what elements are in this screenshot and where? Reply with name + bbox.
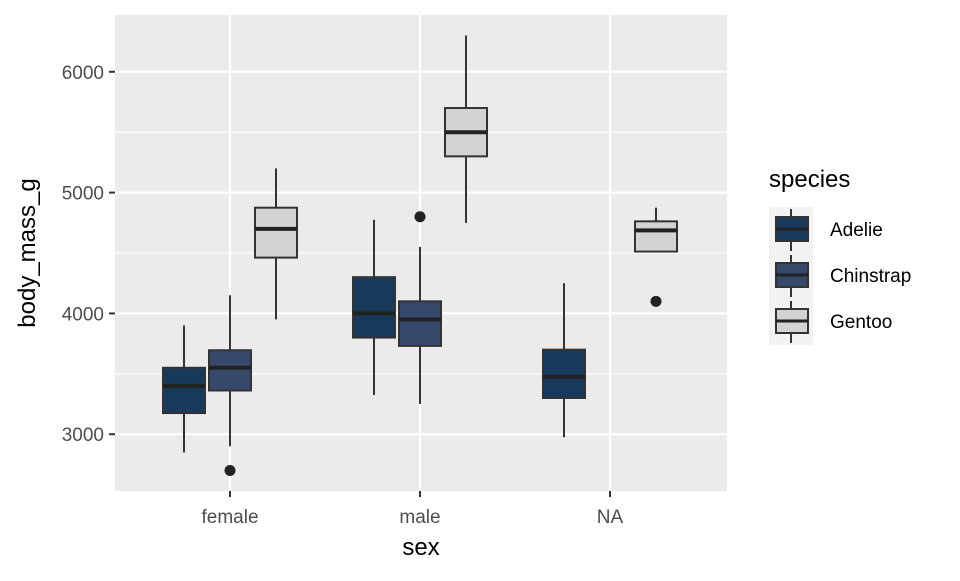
box-body <box>398 300 442 347</box>
boxes <box>162 35 678 476</box>
y-tick-label: 3000 <box>62 425 104 446</box>
y-tick-label: 5000 <box>62 184 104 205</box>
box-body <box>208 349 252 392</box>
box-body <box>254 206 298 259</box>
y-axis-title: body_mass_g <box>14 178 41 327</box>
box-female-gentoo <box>254 168 298 320</box>
box-NA-adelie <box>542 283 586 438</box>
box-body <box>542 348 586 399</box>
y-tick-label: 6000 <box>62 63 104 84</box>
box-male-chinstrap <box>398 211 442 405</box>
legend-entry-chinstrap: Chinstrap <box>775 255 911 297</box>
legend-title: species <box>769 166 850 193</box>
box-NA-gentoo <box>634 207 678 307</box>
box-male-adelie <box>352 219 396 395</box>
box-body <box>634 220 678 253</box>
box-body <box>162 366 206 415</box>
box-male-gentoo <box>444 35 488 223</box>
x-tick-label: NA <box>597 507 624 528</box>
box-female-adelie <box>162 325 206 453</box>
legend-entry-gentoo: Gentoo <box>775 301 892 343</box>
legend-label: Chinstrap <box>830 266 911 287</box>
outlier-point <box>414 211 426 223</box>
legend-label: Adelie <box>830 220 883 241</box>
grid-major <box>115 15 727 491</box>
y-tick-label: 4000 <box>62 304 104 325</box>
box-female-chinstrap <box>208 295 252 476</box>
box-body <box>352 276 396 339</box>
x-axis: female male NA <box>201 491 624 528</box>
outlier-point <box>650 295 662 307</box>
x-tick-label: female <box>201 507 258 528</box>
outlier-point <box>224 464 236 476</box>
x-axis-title: sex <box>402 534 439 561</box>
x-tick-label: male <box>399 507 440 528</box>
legend: species Adelie Chinstrap Gentoo <box>769 166 911 345</box>
legend-entry-adelie: Adelie <box>775 209 883 251</box>
legend-label: Gentoo <box>830 312 892 333</box>
y-axis: 3000 4000 5000 6000 <box>62 63 115 446</box>
